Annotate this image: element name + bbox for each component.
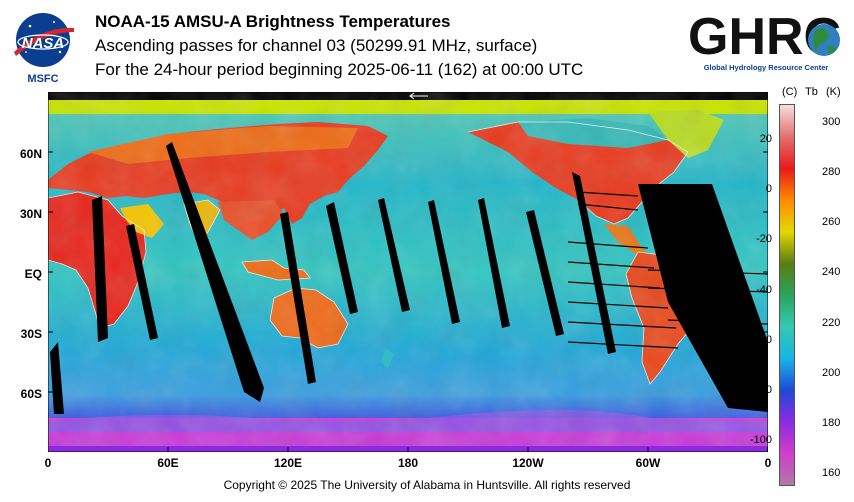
longitude-ticks: [47, 447, 768, 452]
orbit-gap: [326, 202, 358, 314]
orbit-gap: [638, 184, 768, 412]
orbit-gaps: [50, 142, 768, 414]
title-block: NOAA-15 AMSU-A Brightness Temperatures A…: [95, 10, 583, 82]
orbit-gap: [378, 198, 410, 312]
celsius-tick: -80: [756, 384, 772, 397]
orbit-gap: [280, 212, 316, 384]
page-subtitle: Ascending passes for channel 03 (50299.9…: [95, 36, 538, 55]
orbit-gap: [428, 200, 460, 324]
lat-label-eq: EQ: [24, 267, 42, 281]
lon-label-120w: 120W: [512, 456, 544, 470]
celsius-tick: -40: [756, 283, 772, 296]
page-title: NOAA-15 AMSU-A Brightness Temperatures: [95, 12, 451, 31]
kelvin-tick: 160: [822, 467, 841, 480]
nasa-logo-text: NASA: [22, 35, 65, 52]
lat-label-60n: 60N: [19, 147, 42, 161]
lon-label-60e: 60E: [157, 456, 179, 470]
colorbar-header-tb: Tb: [805, 86, 818, 98]
celsius-tick: -20: [756, 233, 772, 246]
celsius-tick: -100: [749, 434, 772, 447]
orbit-gap: [572, 172, 616, 354]
orbit-gap: [526, 210, 564, 336]
brightness-temperature-map: [47, 91, 769, 453]
celsius-tick: -60: [756, 333, 772, 346]
kelvin-tick: 200: [822, 366, 841, 379]
celsius-tick: 20: [759, 132, 772, 145]
kelvin-tick: 260: [822, 216, 841, 229]
lon-label-120e: 120E: [273, 456, 303, 470]
lon-label-60w: 60W: [635, 456, 661, 470]
lat-label-30s: 30S: [20, 327, 42, 341]
texture-overlay: [48, 92, 768, 452]
orbit-direction-arrow: [409, 92, 428, 100]
orbit-gap: [92, 196, 108, 342]
period-text: For the 24-hour period beginning 2025-06…: [95, 60, 584, 79]
msfc-label: MSFC: [27, 73, 58, 85]
ghrc-logo: GHRC Global Hydrology Resource Center: [686, 8, 846, 78]
orbit-gap: [50, 342, 64, 414]
celsius-tick: 0: [765, 183, 772, 196]
ghrc-logo-subtitle: Global Hydrology Resource Center: [704, 63, 829, 72]
temperature-colorbar: [779, 104, 795, 486]
orbit-gap: [478, 198, 510, 328]
nasa-msfc-logo: NASA MSFC: [8, 8, 80, 86]
latitude-ticks: [48, 151, 768, 393]
kelvin-tick: 280: [822, 165, 841, 178]
colorbar-header-celsius: (C): [782, 86, 798, 98]
lon-label-0-east: 0: [764, 456, 772, 470]
kelvin-tick: 180: [822, 417, 841, 430]
copyright-notice: Copyright © 2025 The University of Alaba…: [223, 478, 631, 492]
kelvin-tick: 220: [822, 316, 841, 329]
colorbar-header-kelvin: (K): [826, 86, 841, 98]
lon-label-0-west: 0: [44, 456, 52, 470]
lat-label-30n: 30N: [19, 207, 42, 221]
kelvin-tick: 240: [822, 266, 841, 279]
orbit-gap: [166, 142, 264, 402]
kelvin-tick: 300: [822, 115, 841, 128]
lon-label-180: 180: [397, 456, 419, 470]
orbit-gap: [126, 224, 158, 340]
stripe-artifacts: [567, 191, 769, 349]
lat-label-60s: 60S: [20, 387, 42, 401]
